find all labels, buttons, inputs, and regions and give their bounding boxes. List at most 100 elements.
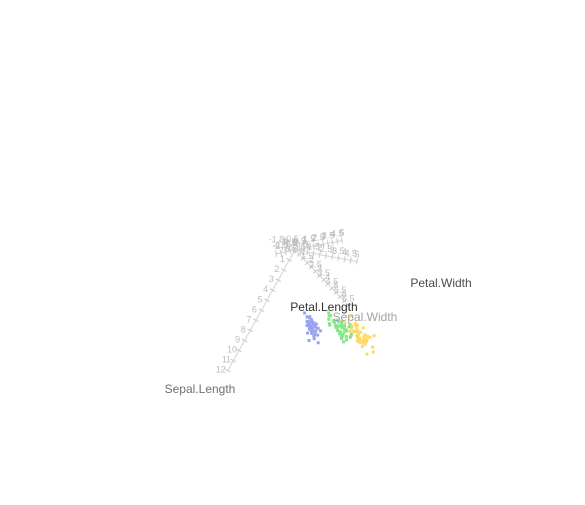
tick-mark-petal-width xyxy=(293,246,297,254)
data-point-series-3 xyxy=(357,336,361,340)
data-point-series-1 xyxy=(318,329,322,333)
data-point-series-1 xyxy=(307,338,311,342)
data-point-series-2 xyxy=(334,324,338,328)
data-point-series-1 xyxy=(305,324,309,328)
tick-label-sepal-length: 4 xyxy=(263,284,268,294)
data-point-series-2 xyxy=(340,334,344,338)
axes-layer: 0123456789101112-0.500.511.522.533.544.5… xyxy=(216,228,360,375)
tick-mark-petal-length xyxy=(322,241,325,248)
tick-mark-sepal-width xyxy=(321,277,327,283)
tick-mark-petal-width xyxy=(287,245,290,252)
data-point-series-3 xyxy=(351,329,355,333)
tick-label-sepal-width: 5 xyxy=(333,281,338,291)
data-point-series-2 xyxy=(328,323,332,327)
tick-label-sepal-width: 6.5 xyxy=(342,293,355,303)
data-point-series-3 xyxy=(363,333,367,337)
tick-label-sepal-length: 6 xyxy=(252,304,257,314)
tick-mark-petal-length xyxy=(331,239,334,246)
tick-label-sepal-length: 8 xyxy=(241,324,246,334)
data-point-series-3 xyxy=(361,326,365,330)
tick-label-petal-width: 5 xyxy=(354,250,359,260)
data-point-series-1 xyxy=(310,330,314,334)
tick-mark-petal-width xyxy=(331,253,334,260)
data-point-series-2 xyxy=(348,323,352,327)
tick-mark-sepal-width xyxy=(337,294,343,300)
data-point-series-2 xyxy=(336,320,340,324)
data-point-series-2 xyxy=(344,334,348,338)
tick-mark-petal-length xyxy=(317,242,320,249)
data-point-series-1 xyxy=(314,322,318,326)
tick-label-petal-width: 3.5 xyxy=(332,246,345,256)
tick-mark-sepal-width xyxy=(312,268,319,274)
tick-mark-sepal-length xyxy=(269,288,276,293)
data-point-series-3 xyxy=(353,322,357,326)
data-point-series-3 xyxy=(363,337,367,341)
data-point-series-2 xyxy=(334,325,338,329)
tick-mark-petal-width xyxy=(318,251,321,258)
tick-label-petal-length: 1 xyxy=(302,235,307,245)
data-point-series-2 xyxy=(344,329,348,333)
data-point-series-1 xyxy=(308,316,312,320)
tick-label-petal-length: 3 xyxy=(321,231,326,241)
tick-label-petal-length: 2.5 xyxy=(312,232,325,242)
tick-label-petal-length: 0.5 xyxy=(293,236,306,246)
tick-mark-sepal-length xyxy=(230,358,237,363)
tick-mark-petal-length xyxy=(284,248,287,255)
data-point-series-2 xyxy=(327,317,331,321)
tick-label-sepal-length: 9 xyxy=(235,334,240,344)
data-point-series-3 xyxy=(350,324,354,328)
tick-label-sepal-width: 2 xyxy=(309,255,314,265)
data-point-series-2 xyxy=(342,340,346,344)
tick-label-sepal-width: 1.5 xyxy=(301,251,314,261)
tick-mark-sepal-width xyxy=(341,298,347,304)
tick-label-petal-width: -1.5 xyxy=(269,235,285,245)
data-point-series-3 xyxy=(365,338,369,342)
tick-mark-sepal-length xyxy=(247,328,254,333)
axis-line-petal-width xyxy=(276,246,358,262)
tick-label-petal-width: 2 xyxy=(317,243,322,253)
tick-label-petal-width: 0 xyxy=(292,238,297,248)
tick-label-petal-length: 4 xyxy=(330,229,335,239)
tick-mark-sepal-length xyxy=(224,368,231,373)
data-point-series-3 xyxy=(372,334,376,338)
tick-label-petal-length: 1.5 xyxy=(303,234,316,244)
tick-label-sepal-length: 11 xyxy=(222,355,231,365)
tick-mark-petal-length xyxy=(340,237,344,244)
data-point-series-1 xyxy=(313,325,317,329)
tick-label-petal-length: 2 xyxy=(311,233,316,243)
data-point-series-1 xyxy=(310,326,314,330)
tick-mark-sepal-length xyxy=(275,278,282,283)
data-point-series-2 xyxy=(336,328,340,332)
tick-label-sepal-width: 2.5 xyxy=(309,259,322,269)
data-point-series-3 xyxy=(360,345,364,349)
data-point-series-1 xyxy=(308,324,312,328)
data-point-series-1 xyxy=(312,323,316,327)
tick-mark-sepal-length xyxy=(264,298,270,303)
tick-label-sepal-length: 7 xyxy=(246,314,251,324)
tick-label-sepal-length: 10 xyxy=(227,345,237,355)
data-point-series-1 xyxy=(309,317,313,321)
points-layer xyxy=(303,311,376,356)
tick-label-petal-width: 4 xyxy=(342,247,347,257)
data-point-series-2 xyxy=(348,335,352,339)
data-point-series-2 xyxy=(344,338,348,342)
data-point-series-3 xyxy=(362,335,366,339)
tick-mark-sepal-length xyxy=(258,308,265,313)
tick-mark-petal-length xyxy=(326,240,329,247)
data-point-series-3 xyxy=(359,338,363,342)
tick-mark-petal-width xyxy=(275,243,278,250)
data-point-series-1 xyxy=(309,319,313,323)
tick-label-petal-length: 0 xyxy=(292,237,297,247)
tick-label-sepal-length: 1 xyxy=(280,254,285,264)
tick-label-sepal-width: 3.5 xyxy=(317,268,330,278)
data-point-series-3 xyxy=(347,329,351,333)
tick-mark-sepal-length xyxy=(236,348,242,353)
data-point-series-1 xyxy=(313,332,317,336)
tick-mark-sepal-width xyxy=(317,273,323,278)
data-point-series-1 xyxy=(313,329,317,333)
data-point-series-3 xyxy=(368,335,372,339)
tick-mark-sepal-length xyxy=(241,338,248,343)
data-point-series-2 xyxy=(337,332,341,336)
tick-mark-sepal-length xyxy=(286,258,293,262)
